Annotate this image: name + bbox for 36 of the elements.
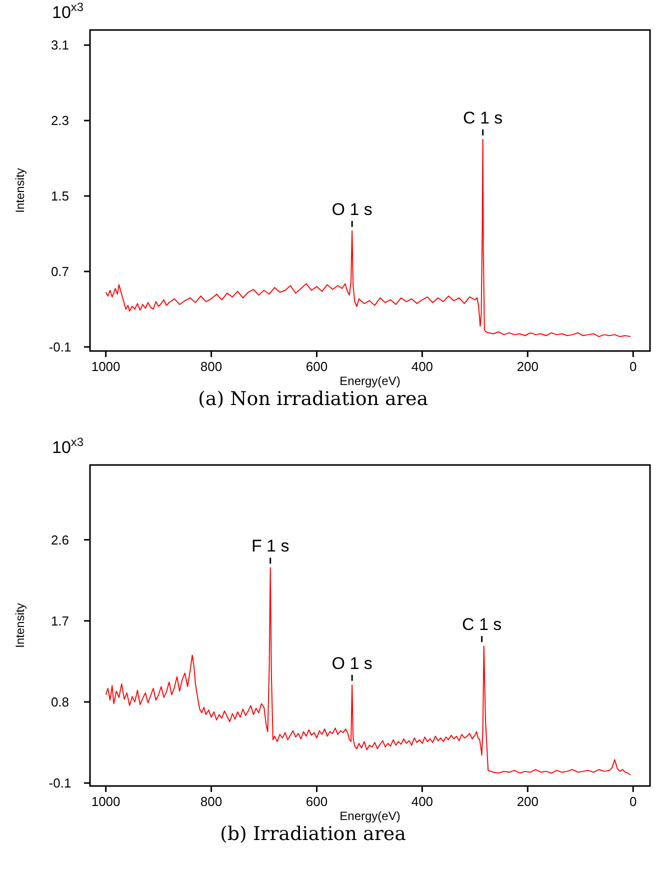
x-tick-label: 400 xyxy=(411,794,434,809)
x-tick-label: 1000 xyxy=(91,359,120,374)
y-tick-label: 1.5 xyxy=(50,188,70,204)
y-tick-label: 3.1 xyxy=(50,38,70,53)
x-tick-label: 800 xyxy=(200,359,222,374)
annotation: O 1 s xyxy=(332,654,372,673)
y-tick-label: 0.7 xyxy=(50,264,70,280)
x-axis-title: Energy(eV) xyxy=(340,809,400,823)
x-tick-label: 200 xyxy=(516,794,539,809)
y-tick-label: 0.8 xyxy=(50,694,70,710)
x-tick-label: 600 xyxy=(306,359,328,374)
y-tick-label: -0.1 xyxy=(48,339,72,354)
line-series xyxy=(105,567,631,776)
y-axis-title: Intensity xyxy=(13,168,27,213)
text: (a) Non irradiation area xyxy=(198,388,428,410)
x-tick-label: 200 xyxy=(516,359,539,374)
line-series xyxy=(105,138,631,338)
x-tick-label: 0 xyxy=(630,794,637,809)
y-axis-title: Intensity xyxy=(13,603,27,648)
x-tick-label: 0 xyxy=(630,359,637,374)
annotation: C 1 s xyxy=(462,615,502,634)
y-tick-label: 1.7 xyxy=(50,613,70,628)
text: (b) Irradiation area xyxy=(220,823,406,845)
y-tick-label: -0.1 xyxy=(48,776,72,791)
text: 10$^{x3}$ xyxy=(52,0,84,22)
annotation: F 1 s xyxy=(251,536,290,556)
text: 10$^{x3}$ xyxy=(52,435,84,457)
y-tick-label: 2.6 xyxy=(50,532,70,548)
y-tick-label: 2.3 xyxy=(50,113,70,128)
x-tick-label: 800 xyxy=(200,794,222,809)
x-axis-title: Energy(eV) xyxy=(340,374,400,388)
x-tick-label: 400 xyxy=(411,359,434,374)
x-tick-label: 600 xyxy=(306,794,328,809)
annotation: C 1 s xyxy=(463,108,503,128)
annotation: O 1 s xyxy=(332,200,372,219)
x-tick-label: 1000 xyxy=(91,794,120,809)
